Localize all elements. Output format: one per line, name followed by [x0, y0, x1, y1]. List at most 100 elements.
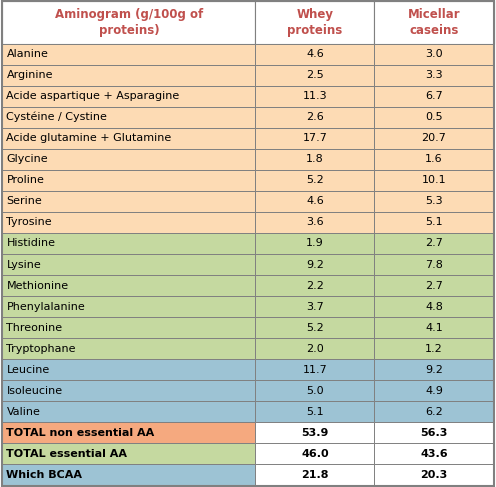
- Bar: [255, 1, 374, 43]
- Text: 1.2: 1.2: [425, 344, 443, 354]
- Text: Serine: Serine: [6, 196, 42, 206]
- Text: 2.0: 2.0: [306, 344, 324, 354]
- Bar: [374, 233, 494, 254]
- Text: 4.6: 4.6: [306, 49, 324, 59]
- Text: 5.0: 5.0: [306, 386, 324, 396]
- Text: 2.2: 2.2: [306, 281, 324, 291]
- Bar: [255, 254, 374, 275]
- Text: 1.6: 1.6: [425, 154, 443, 164]
- Text: 17.7: 17.7: [303, 133, 327, 143]
- Text: 1.8: 1.8: [306, 154, 324, 164]
- Text: Leucine: Leucine: [6, 365, 50, 375]
- Bar: [374, 1, 494, 43]
- Bar: [255, 275, 374, 296]
- Text: Glycine: Glycine: [6, 154, 48, 164]
- Bar: [374, 65, 494, 86]
- Text: 2.5: 2.5: [306, 70, 324, 80]
- Bar: [374, 359, 494, 380]
- Bar: [2, 422, 255, 444]
- Bar: [255, 86, 374, 107]
- Bar: [374, 170, 494, 191]
- Text: 4.1: 4.1: [425, 323, 443, 333]
- Bar: [2, 359, 255, 380]
- Bar: [374, 128, 494, 149]
- Bar: [374, 401, 494, 422]
- Text: 20.7: 20.7: [422, 133, 446, 143]
- Text: 56.3: 56.3: [420, 428, 448, 438]
- Bar: [2, 86, 255, 107]
- Bar: [2, 107, 255, 128]
- Bar: [374, 86, 494, 107]
- Bar: [255, 359, 374, 380]
- Bar: [255, 444, 374, 465]
- Text: Methionine: Methionine: [6, 281, 68, 291]
- Text: 5.1: 5.1: [306, 407, 324, 417]
- Bar: [255, 43, 374, 65]
- Text: Tryptophane: Tryptophane: [6, 344, 76, 354]
- Bar: [2, 233, 255, 254]
- Text: Whey
proteins: Whey proteins: [287, 8, 343, 37]
- Bar: [374, 43, 494, 65]
- Text: 0.5: 0.5: [425, 112, 443, 122]
- Bar: [2, 380, 255, 401]
- Text: Histidine: Histidine: [6, 239, 56, 248]
- Text: 7.8: 7.8: [425, 260, 443, 269]
- Bar: [2, 401, 255, 422]
- Bar: [2, 254, 255, 275]
- Bar: [374, 465, 494, 486]
- Text: Cystéine / Cystine: Cystéine / Cystine: [6, 112, 107, 122]
- Text: 6.2: 6.2: [425, 407, 443, 417]
- Text: TOTAL non essential AA: TOTAL non essential AA: [6, 428, 155, 438]
- Bar: [255, 338, 374, 359]
- Text: 11.3: 11.3: [303, 91, 327, 101]
- Bar: [2, 191, 255, 212]
- Text: Acide aspartique + Asparagine: Acide aspartique + Asparagine: [6, 91, 180, 101]
- Text: 9.2: 9.2: [306, 260, 324, 269]
- Text: 3.6: 3.6: [306, 218, 324, 227]
- Text: 9.2: 9.2: [425, 365, 443, 375]
- Text: Alanine: Alanine: [6, 49, 48, 59]
- Text: 53.9: 53.9: [301, 428, 328, 438]
- Bar: [374, 338, 494, 359]
- Text: 5.2: 5.2: [306, 175, 324, 186]
- Bar: [374, 296, 494, 317]
- Bar: [2, 317, 255, 338]
- Text: 5.2: 5.2: [306, 323, 324, 333]
- Bar: [255, 65, 374, 86]
- Text: 11.7: 11.7: [303, 365, 327, 375]
- Text: 3.0: 3.0: [425, 49, 443, 59]
- Text: Which BCAA: Which BCAA: [6, 470, 82, 480]
- Text: Micellar
caseins: Micellar caseins: [408, 8, 460, 37]
- Bar: [255, 128, 374, 149]
- Bar: [374, 191, 494, 212]
- Bar: [2, 338, 255, 359]
- Bar: [255, 296, 374, 317]
- Bar: [2, 296, 255, 317]
- Text: Tyrosine: Tyrosine: [6, 218, 52, 227]
- Text: 3.3: 3.3: [425, 70, 443, 80]
- Bar: [2, 212, 255, 233]
- Text: 2.7: 2.7: [425, 281, 443, 291]
- Text: 10.1: 10.1: [422, 175, 446, 186]
- Text: 4.9: 4.9: [425, 386, 443, 396]
- Text: 5.1: 5.1: [425, 218, 443, 227]
- Text: Isoleucine: Isoleucine: [6, 386, 62, 396]
- Text: Valine: Valine: [6, 407, 40, 417]
- Bar: [255, 149, 374, 170]
- Bar: [255, 317, 374, 338]
- Bar: [374, 107, 494, 128]
- Text: TOTAL essential AA: TOTAL essential AA: [6, 449, 127, 459]
- Bar: [374, 212, 494, 233]
- Text: Lysine: Lysine: [6, 260, 41, 269]
- Text: Phenylalanine: Phenylalanine: [6, 301, 85, 312]
- Bar: [374, 275, 494, 296]
- Bar: [2, 43, 255, 65]
- Bar: [374, 254, 494, 275]
- Text: 2.6: 2.6: [306, 112, 324, 122]
- Bar: [2, 1, 255, 43]
- Bar: [255, 401, 374, 422]
- Bar: [2, 275, 255, 296]
- Bar: [2, 444, 255, 465]
- Text: 43.6: 43.6: [420, 449, 448, 459]
- Bar: [255, 380, 374, 401]
